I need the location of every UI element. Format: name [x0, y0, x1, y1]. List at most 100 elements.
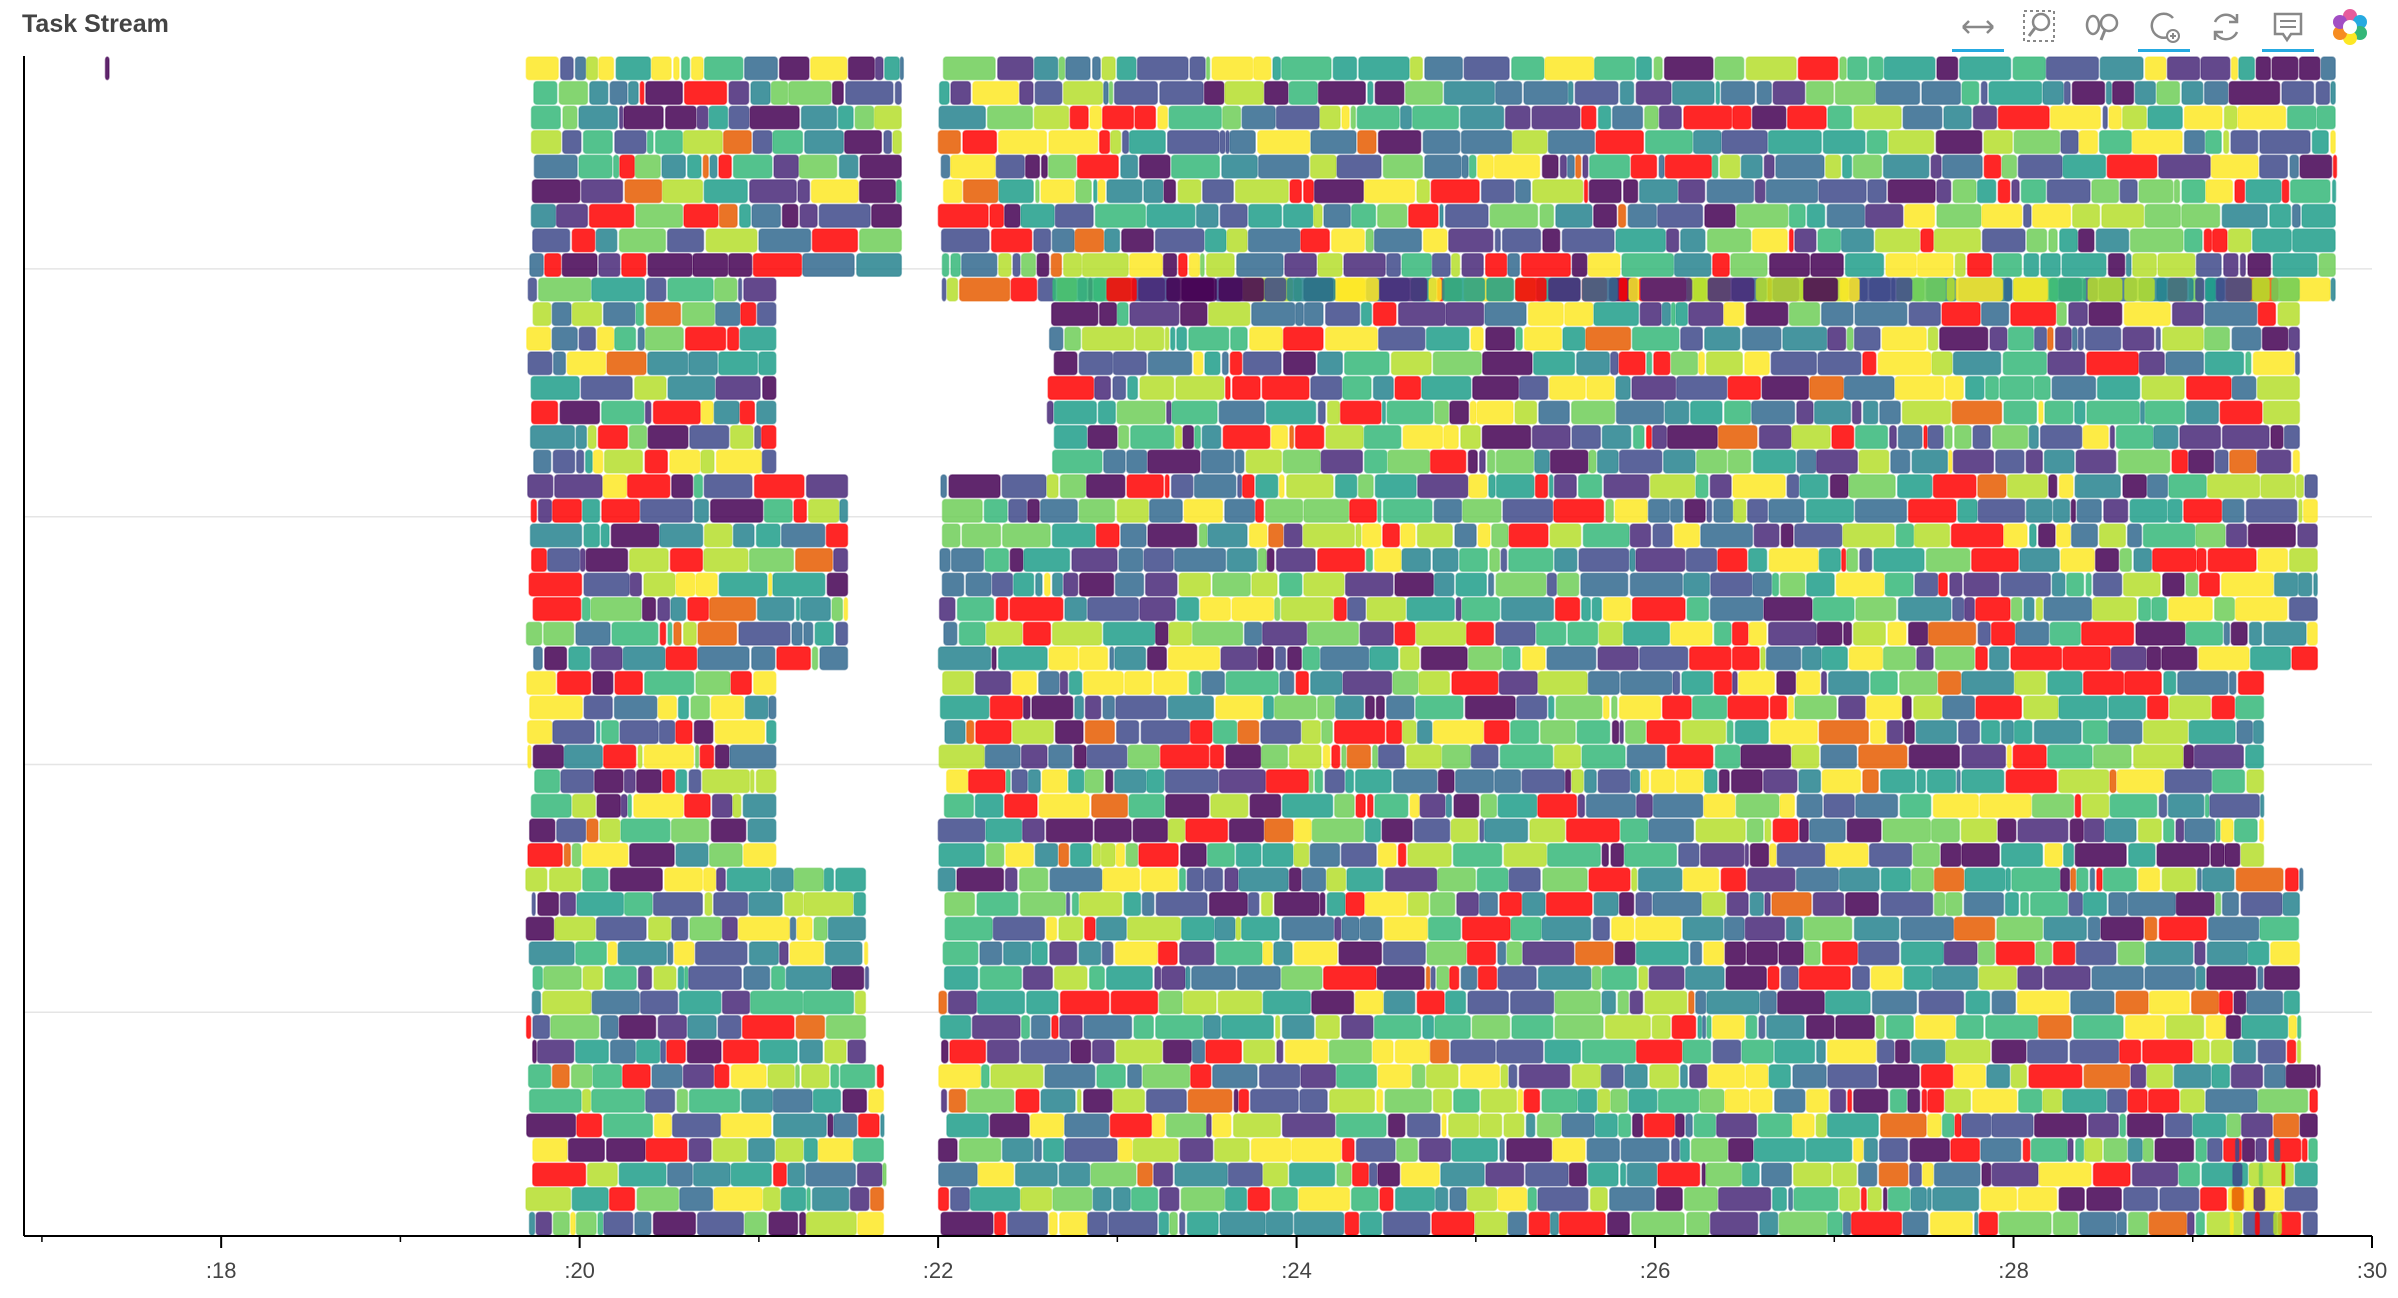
task-bar[interactable]: [2203, 228, 2213, 253]
task-bar[interactable]: [2247, 941, 2270, 966]
task-bar[interactable]: [1815, 449, 1859, 474]
task-bar[interactable]: [1637, 867, 1683, 892]
task-bar[interactable]: [2207, 916, 2260, 941]
task-bar[interactable]: [1695, 818, 1746, 843]
task-bar[interactable]: [741, 1088, 774, 1113]
task-bar[interactable]: [1472, 375, 1520, 400]
task-bar[interactable]: [1695, 990, 1707, 1015]
task-bar[interactable]: [1780, 965, 1799, 990]
task-bar[interactable]: [2194, 941, 2206, 966]
task-bar[interactable]: [1399, 646, 1420, 671]
task-bar[interactable]: [1824, 990, 1871, 1015]
task-bar[interactable]: [744, 1211, 768, 1236]
task-bar[interactable]: [854, 990, 867, 1015]
task-bar[interactable]: [1278, 572, 1303, 597]
task-bar[interactable]: [551, 326, 578, 351]
task-bar[interactable]: [1248, 203, 1283, 228]
task-bar[interactable]: [1661, 302, 1672, 327]
task-bar[interactable]: [1385, 720, 1403, 745]
task-bar[interactable]: [1001, 474, 1047, 499]
task-bar[interactable]: [1087, 1211, 1108, 1236]
task-bar[interactable]: [588, 203, 635, 228]
task-bar[interactable]: [529, 252, 544, 278]
task-bar[interactable]: [1618, 277, 1628, 302]
task-bar[interactable]: [2109, 793, 2158, 818]
task-bar[interactable]: [1064, 326, 1082, 351]
task-bar[interactable]: [1364, 818, 1382, 843]
task-bar[interactable]: [667, 277, 714, 302]
task-bar[interactable]: [677, 965, 685, 990]
task-bar[interactable]: [937, 130, 962, 155]
task-bar[interactable]: [2146, 646, 2162, 671]
task-bar[interactable]: [548, 867, 582, 892]
task-bar[interactable]: [1324, 326, 1378, 351]
task-bar[interactable]: [2082, 425, 2109, 450]
task-bar[interactable]: [1176, 326, 1188, 351]
task-bar[interactable]: [1914, 572, 1939, 597]
task-bar[interactable]: [2246, 769, 2265, 794]
task-bar[interactable]: [1834, 80, 1876, 105]
task-bar[interactable]: [1547, 277, 1581, 302]
task-bar[interactable]: [1167, 646, 1221, 671]
task-bar[interactable]: [2005, 867, 2012, 892]
task-bar[interactable]: [1852, 621, 1887, 646]
task-bar[interactable]: [1335, 1064, 1378, 1089]
task-bar[interactable]: [1112, 1088, 1146, 1113]
task-bar[interactable]: [1361, 523, 1382, 548]
task-bar[interactable]: [772, 1162, 787, 1187]
task-bar[interactable]: [800, 105, 838, 130]
task-bar[interactable]: [695, 572, 718, 597]
task-bar[interactable]: [739, 400, 756, 425]
task-bar[interactable]: [1980, 302, 2010, 327]
task-bar[interactable]: [1302, 523, 1356, 548]
task-bar[interactable]: [695, 670, 731, 695]
task-bar[interactable]: [1510, 720, 1540, 745]
task-bar[interactable]: [1262, 941, 1274, 966]
task-bar[interactable]: [590, 1088, 646, 1113]
task-bar[interactable]: [688, 965, 742, 990]
task-bar[interactable]: [1691, 695, 1728, 720]
task-bar[interactable]: [584, 449, 593, 474]
task-bar[interactable]: [2332, 154, 2338, 179]
task-bar[interactable]: [2195, 1137, 2208, 1163]
task-bar[interactable]: [2037, 523, 2056, 548]
task-bar[interactable]: [1251, 302, 1296, 327]
task-bar[interactable]: [1596, 449, 1619, 474]
task-bar[interactable]: [2297, 523, 2318, 548]
task-bar[interactable]: [1989, 326, 2008, 351]
task-bar[interactable]: [1459, 105, 1505, 130]
task-bar[interactable]: [2272, 1211, 2283, 1236]
task-bar[interactable]: [1671, 1015, 1697, 1040]
task-bar[interactable]: [1325, 425, 1364, 450]
task-bar[interactable]: [1130, 425, 1175, 450]
task-bar[interactable]: [635, 769, 662, 794]
task-bar[interactable]: [989, 695, 1023, 720]
task-bar[interactable]: [609, 867, 663, 892]
task-bar[interactable]: [2236, 720, 2254, 745]
task-bar[interactable]: [1385, 695, 1415, 720]
task-bar[interactable]: [795, 597, 801, 622]
task-bar[interactable]: [1778, 941, 1804, 966]
task-bar[interactable]: [2042, 1088, 2063, 1113]
task-bar[interactable]: [1568, 1162, 1588, 1187]
task-bar[interactable]: [1103, 80, 1109, 105]
task-bar[interactable]: [2134, 80, 2157, 105]
task-bar[interactable]: [753, 670, 777, 695]
task-bar[interactable]: [2258, 154, 2289, 179]
task-bar[interactable]: [2252, 720, 2265, 745]
task-bar[interactable]: [1154, 965, 1162, 990]
task-bar[interactable]: [666, 1039, 686, 1064]
task-bar[interactable]: [1655, 1187, 1683, 1212]
task-bar[interactable]: [2242, 1211, 2278, 1236]
task-bar[interactable]: [1129, 302, 1180, 327]
task-bar[interactable]: [1954, 425, 1972, 450]
task-bar[interactable]: [1672, 670, 1681, 695]
task-bar[interactable]: [1916, 646, 1934, 671]
task-bar[interactable]: [633, 793, 684, 818]
task-bar[interactable]: [582, 867, 609, 892]
task-bar[interactable]: [693, 498, 710, 523]
task-bar[interactable]: [1357, 130, 1377, 155]
task-bar[interactable]: [666, 1162, 693, 1187]
task-bar[interactable]: [2271, 56, 2299, 81]
task-bar[interactable]: [1113, 80, 1159, 105]
